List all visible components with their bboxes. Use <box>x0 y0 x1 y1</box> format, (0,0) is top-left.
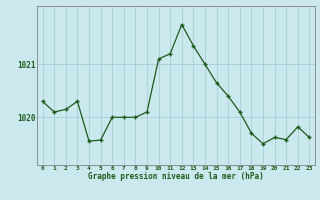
X-axis label: Graphe pression niveau de la mer (hPa): Graphe pression niveau de la mer (hPa) <box>88 172 264 181</box>
